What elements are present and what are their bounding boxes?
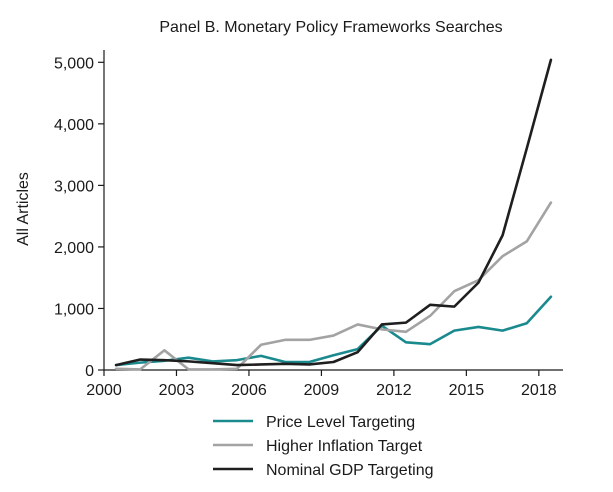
y-axis-title: All Articles bbox=[15, 172, 32, 246]
x-tick-label: 2003 bbox=[159, 382, 195, 399]
series-lines bbox=[114, 58, 553, 371]
y-tick-label: 2,000 bbox=[54, 240, 94, 257]
legend-label: Higher Inflation Target bbox=[266, 438, 423, 455]
x-tick-label: 2006 bbox=[231, 382, 267, 399]
series-line-higher-inflation-target bbox=[114, 201, 553, 371]
x-axis-ticks: 2000 2003 2006 2009 2012 2015 2018 bbox=[86, 370, 557, 399]
y-tick-label: 4,000 bbox=[54, 117, 94, 134]
x-tick-label: 2018 bbox=[521, 382, 557, 399]
series-line-nominal-gdp-targeting bbox=[114, 58, 553, 367]
x-tick-label: 2000 bbox=[86, 382, 122, 399]
series-line-price-level-targeting bbox=[114, 295, 553, 367]
legend: Price Level Targeting Higher Inflation Ta… bbox=[213, 414, 434, 479]
x-tick-label: 2009 bbox=[304, 382, 340, 399]
y-tick-label: 1,000 bbox=[54, 301, 94, 318]
y-tick-label: 5,000 bbox=[54, 55, 94, 72]
y-axis-ticks: 0 1,000 2,000 3,000 4,000 5,000 bbox=[54, 55, 104, 380]
legend-label: Nominal GDP Targeting bbox=[266, 462, 434, 479]
y-tick-label: 3,000 bbox=[54, 178, 94, 195]
chart-title: Panel B. Monetary Policy Frameworks Sear… bbox=[159, 19, 502, 36]
x-tick-label: 2012 bbox=[376, 382, 412, 399]
x-tick-label: 2015 bbox=[449, 382, 485, 399]
y-tick-label: 0 bbox=[85, 363, 94, 380]
legend-label: Price Level Targeting bbox=[266, 414, 415, 431]
